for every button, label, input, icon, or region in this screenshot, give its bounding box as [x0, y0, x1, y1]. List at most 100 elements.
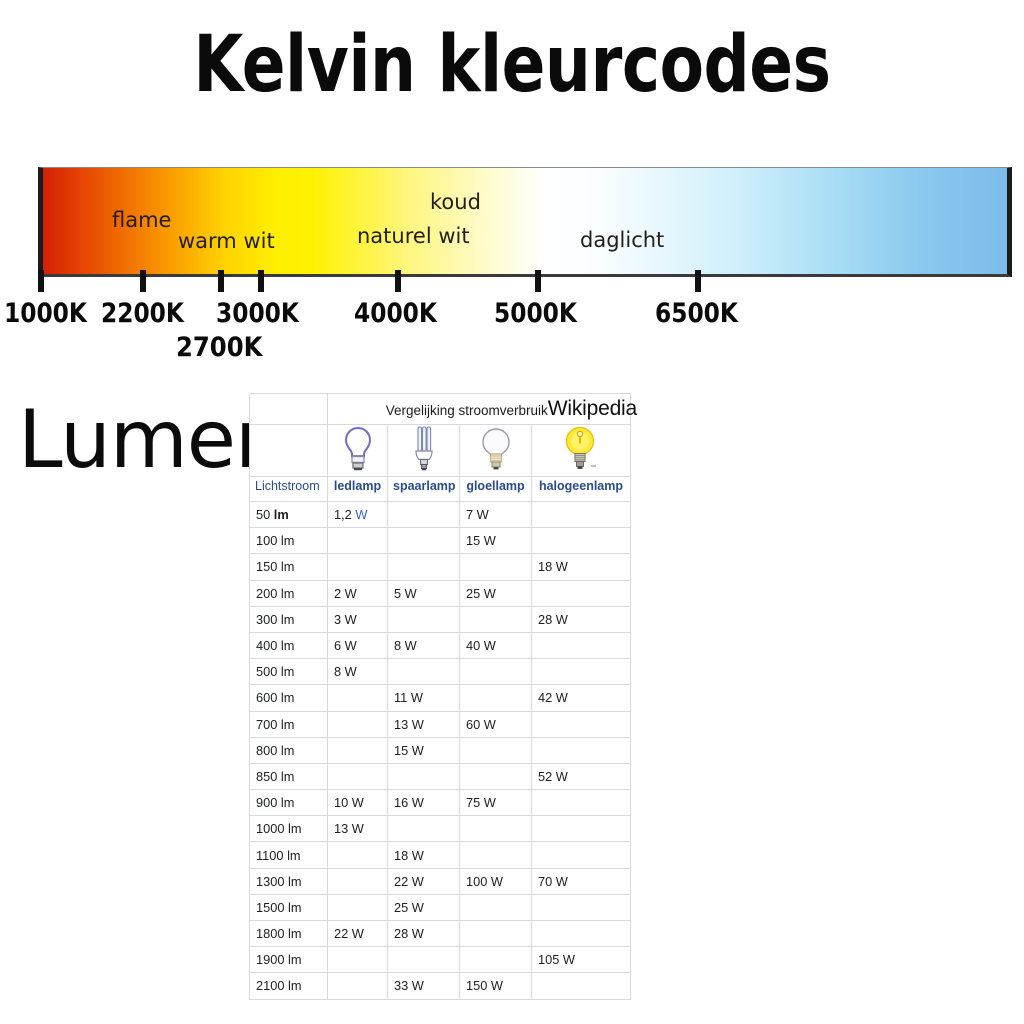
- table-caption-row: Vergelijking stroomverbruikWikipedia: [249, 393, 637, 425]
- table-row: 1800 lm 22 W 28 W: [249, 919, 631, 948]
- table-row: 150 lm 18 W: [249, 553, 631, 581]
- cell-ledlamp: [327, 893, 388, 922]
- cell-ledlamp-value: 3 W: [334, 611, 357, 627]
- cell-spaarlamp: [387, 815, 460, 843]
- cell-halogeenlamp: 52 W: [531, 762, 631, 791]
- cell-gloellamp-value: 60 W: [466, 716, 496, 732]
- cell-halogeenlamp-value: 52 W: [538, 768, 568, 784]
- column-header-spaarlamp[interactable]: spaarlamp: [387, 476, 460, 502]
- cell-lichtstroom: 900 lm: [249, 789, 328, 817]
- cell-spaarlamp-value: 25 W: [394, 899, 424, 915]
- column-header-lichtstroom[interactable]: Lichtstroom: [249, 476, 328, 502]
- table-row: 1900 lm 105 W: [249, 946, 631, 974]
- cell-halogeenlamp: [531, 658, 631, 686]
- cell-spaarlamp-value: 5 W: [394, 585, 417, 601]
- cell-ledlamp: [327, 946, 388, 974]
- cell-gloellamp: [459, 946, 532, 974]
- halogen-bulb-icon: [564, 425, 598, 476]
- cell-ledlamp: [327, 841, 388, 869]
- table-row: 900 lm 10 W 16 W 75 W: [249, 789, 631, 817]
- cell-gloellamp: 60 W: [459, 710, 532, 738]
- column-header-ledlamp[interactable]: ledlamp: [327, 476, 388, 502]
- cell-spaarlamp: 18 W: [387, 841, 460, 869]
- cell-halogeenlamp: [531, 527, 631, 555]
- cell-spaarlamp: [387, 605, 460, 633]
- kelvin-label-6500k: 6500K: [655, 298, 738, 329]
- table-row: 400 lm 6 W 8 W 40 W: [249, 631, 631, 660]
- cell-spaarlamp: 28 W: [387, 919, 460, 948]
- kelvin-label-3000k: 3000K: [216, 298, 299, 329]
- kelvin-tick-2700k: [218, 270, 224, 292]
- cell-spaarlamp-value: 15 W: [394, 742, 424, 758]
- cell-lichtstroom-value: 150 lm: [256, 559, 295, 575]
- table-caption-cell: Vergelijking stroomverbruikWikipedia: [327, 393, 637, 425]
- cell-spaarlamp: 13 W: [387, 710, 460, 738]
- table-icon-row: [249, 424, 631, 477]
- caption-text: Vergelijking stroomverbruik: [385, 403, 548, 418]
- table-row: 50 lm 1,2 W 7 W: [249, 500, 631, 529]
- cell-spaarlamp: 16 W: [387, 789, 460, 817]
- lumen-title: Lumen: [18, 393, 286, 486]
- cell-lichtstroom: 150 lm: [249, 553, 328, 581]
- cell-gloellamp: [459, 893, 532, 922]
- column-header-spaarlamp-label: spaarlamp: [393, 479, 456, 494]
- cell-ledlamp: [327, 762, 388, 791]
- cell-ledlamp: 8 W: [327, 658, 388, 686]
- cell-spaarlamp: 33 W: [387, 972, 460, 1000]
- zone-label-naturel-wit: naturel wit: [357, 224, 470, 248]
- table-row: 2100 lm 33 W 150 W: [249, 972, 631, 1000]
- table-row: 800 lm 15 W: [249, 736, 631, 764]
- cell-lichtstroom-value: 2100 lm: [256, 978, 302, 994]
- cell-lichtstroom-value: 100 lm: [256, 533, 295, 549]
- cell-lichtstroom-value: 1900 lm: [256, 952, 302, 968]
- cell-lichtstroom: 1300 lm: [249, 867, 328, 895]
- cell-spaarlamp-value: 11 W: [394, 690, 423, 706]
- cell-gloellamp: [459, 762, 532, 791]
- cell-spaarlamp-value: 13 W: [394, 716, 424, 732]
- cell-ledlamp: 13 W: [327, 815, 388, 843]
- cell-gloellamp: 15 W: [459, 527, 532, 555]
- cell-lichtstroom-value: 800 lm: [256, 742, 295, 758]
- cell-gloellamp: 40 W: [459, 631, 532, 660]
- zone-label-daglicht: daglicht: [580, 228, 665, 252]
- cell-halogeenlamp: 105 W: [531, 946, 631, 974]
- table-row: 700 lm 13 W 60 W: [249, 710, 631, 738]
- kelvin-tick-1000k: [38, 270, 44, 292]
- cell-ledlamp: [327, 972, 388, 1000]
- cell-ledlamp: [327, 867, 388, 895]
- icon-cell-gloellamp: [459, 424, 532, 477]
- cell-gloellamp: 25 W: [459, 579, 532, 607]
- table-row: 100 lm 15 W: [249, 527, 631, 555]
- cell-gloellamp-value: 15 W: [466, 533, 496, 549]
- cell-halogeenlamp: [531, 736, 631, 764]
- cell-halogeenlamp-value: 28 W: [538, 611, 568, 627]
- cell-gloellamp: [459, 684, 532, 712]
- cell-spaarlamp: 22 W: [387, 867, 460, 895]
- kelvin-label-4000k: 4000K: [354, 298, 437, 329]
- cell-lichtstroom: 700 lm: [249, 710, 328, 738]
- cell-spaarlamp: 15 W: [387, 736, 460, 764]
- table-row: 1100 lm 18 W: [249, 841, 631, 869]
- table-row: 300 lm 3 W 28 W: [249, 605, 631, 633]
- table-row: 850 lm 52 W: [249, 762, 631, 791]
- cell-gloellamp-value: 7 W: [466, 507, 489, 523]
- cell-halogeenlamp: [531, 500, 631, 529]
- table-row: 500 lm 8 W: [249, 658, 631, 686]
- cell-lichtstroom-value: 500 lm: [256, 664, 295, 680]
- column-header-halogeenlamp[interactable]: halogeenlamp: [531, 476, 631, 502]
- cell-spaarlamp-value: 22 W: [394, 873, 424, 889]
- cell-lichtstroom: 1500 lm: [249, 893, 328, 922]
- cell-ledlamp: [327, 710, 388, 738]
- cell-ledlamp-value: 6 W: [334, 638, 357, 654]
- cell-spaarlamp: 11 W: [387, 684, 460, 712]
- zone-label-warm-wit: warm wit: [178, 229, 275, 253]
- icon-cell-halogeenlamp: [531, 424, 631, 477]
- cell-lichtstroom: 1100 lm: [249, 841, 328, 869]
- cell-gloellamp: [459, 841, 532, 869]
- table-row: 1000 lm 13 W: [249, 815, 631, 843]
- cell-gloellamp: [459, 658, 532, 686]
- column-header-gloellamp[interactable]: gloellamp: [459, 476, 532, 502]
- cell-ledlamp-value: 22 W: [334, 926, 364, 942]
- kelvin-scale-diagram: flame warm wit koud naturel wit daglicht…: [0, 0, 1024, 380]
- caption-spacer-cell: [249, 393, 328, 425]
